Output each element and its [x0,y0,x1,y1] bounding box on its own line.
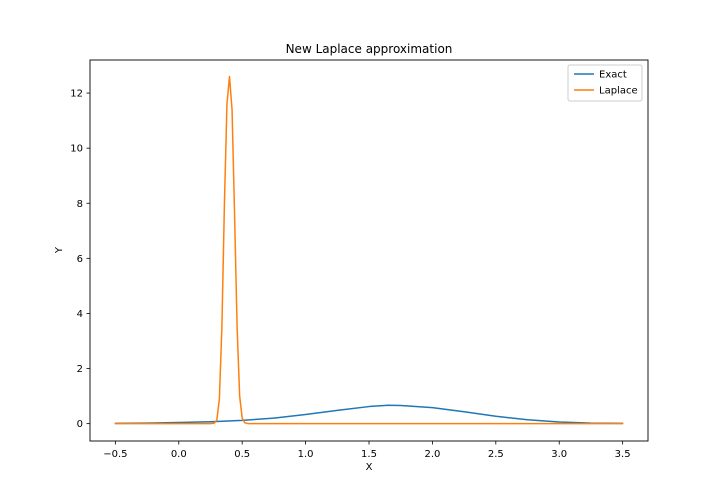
y-tick-label: 4 [77,309,83,320]
x-tick-label: 1.0 [298,449,314,460]
y-tick-label: 0 [77,419,83,430]
y-tick-label: 10 [70,144,83,155]
x-tick-label: 1.5 [361,449,377,460]
x-axis-label: X [366,462,373,473]
y-tick-label: 12 [70,89,83,100]
x-tick-label: 0.0 [171,449,187,460]
y-tick-label: 2 [77,364,83,375]
x-tick-label: 2.5 [488,449,504,460]
series-line-laplace [114,75,624,425]
legend: Exact Laplace [567,64,643,102]
x-tick-label: −0.5 [103,449,127,460]
y-axis-label: Y [54,246,65,254]
chart-title: New Laplace approximation [286,42,453,56]
x-tick-label: 3.0 [551,449,567,460]
x-tick-label: 3.5 [615,449,631,460]
legend-label-exact: Exact [599,70,627,81]
x-tick-label: 0.5 [234,449,250,460]
y-tick-label: 6 [77,254,83,265]
legend-label-laplace: Laplace [599,86,638,97]
x-tick-label: 2.0 [424,449,440,460]
series-line-exact [114,404,624,425]
y-tick-label: 8 [77,199,83,210]
